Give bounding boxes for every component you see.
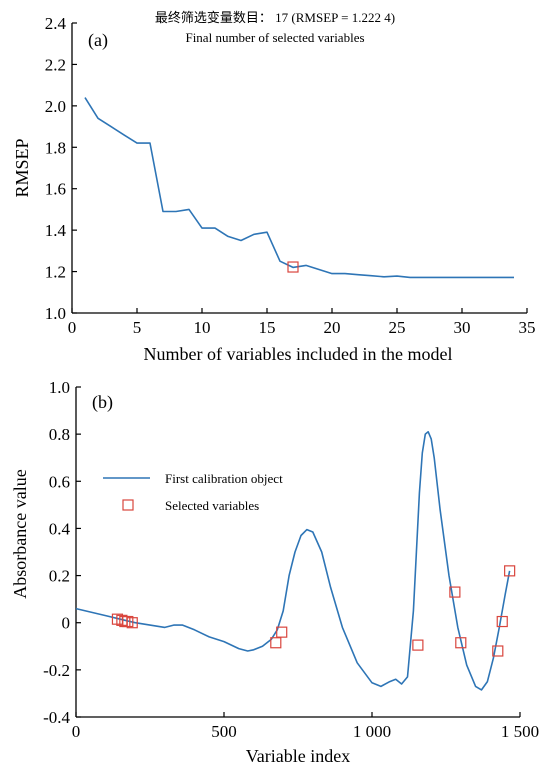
legend-line-label: First calibration object: [165, 471, 283, 486]
selected-variable-marker: [492, 645, 504, 657]
series-line: [75, 430, 511, 691]
selected-point-marker: [287, 261, 299, 273]
chart-a-plot-frame: [71, 23, 527, 314]
y-tick-label: 0.8: [49, 425, 70, 444]
y-tick-label: -0.2: [43, 661, 70, 680]
x-tick-label: 500: [211, 722, 237, 741]
y-tick-label: 0.4: [49, 519, 71, 538]
y-tick-label: 2.2: [45, 55, 66, 74]
x-tick-label: 1 500: [501, 722, 539, 741]
y-tick-label: 1.8: [45, 138, 66, 157]
chart-a-title: 最终筛选变量数目： 17 (RMSEP = 1.222 4): [155, 10, 395, 25]
chart-a-series: [84, 97, 514, 279]
y-tick-label: 1.2: [45, 263, 66, 282]
y-tick-label: 1.4: [45, 221, 67, 240]
panel-b-label: (b): [92, 392, 113, 413]
selected-variable-marker: [504, 565, 516, 577]
y-tick-label: 0.6: [49, 472, 70, 491]
x-tick-label: 15: [259, 318, 276, 337]
selected-variable-marker: [276, 626, 288, 638]
panel-a-label: (a): [88, 30, 108, 51]
chart-b-plot-frame: [75, 387, 520, 718]
chart-a-ylabel: RMSEP: [12, 138, 32, 197]
chart-a-xlabel: Number of variables included in the mode…: [144, 344, 453, 364]
x-tick-label: 1 000: [353, 722, 391, 741]
selected-variable-marker: [496, 615, 508, 628]
y-tick-label: 0.2: [49, 567, 70, 586]
y-tick-label: 2.0: [45, 97, 66, 116]
panel-a: 最终筛选变量数目： 17 (RMSEP = 1.222 4) Final num…: [12, 10, 536, 364]
x-tick-label: 35: [519, 318, 536, 337]
x-tick-label: 20: [324, 318, 341, 337]
y-tick-label: 1.0: [49, 378, 70, 397]
chart-a-y-ticks: 1.0 1.2 1.4 1.6 1.8 2.0 2.2 2.4: [45, 14, 77, 323]
x-tick-label: 5: [133, 318, 142, 337]
x-tick-label: 30: [454, 318, 471, 337]
y-tick-label: 2.4: [45, 14, 67, 33]
x-tick-label: 0: [68, 318, 77, 337]
chart-b-legend: First calibration object Selected variab…: [103, 471, 283, 513]
chart-b-y-ticks: -0.4 -0.2 0 0.2 0.4 0.6 0.8 1.0: [43, 378, 81, 727]
chart-a-x-ticks: 0 5 10 15 20 25 30 35: [68, 308, 536, 337]
x-tick-label: 10: [194, 318, 211, 337]
y-tick-label: 1.6: [45, 180, 66, 199]
chart-b-x-ticks: 0 500 1 000 1 500: [72, 712, 539, 741]
selected-variable-marker: [455, 637, 467, 649]
selected-variable-marker: [412, 639, 424, 651]
y-tick-label: 0: [62, 614, 71, 633]
legend-marker-swatch: [122, 499, 134, 511]
y-tick-label: -0.4: [43, 708, 70, 727]
x-tick-label: 0: [72, 722, 81, 741]
y-tick-label: 1.0: [45, 304, 66, 323]
selected-variable-marker: [449, 586, 461, 598]
series-line: [84, 97, 514, 279]
legend-marker-label: Selected variables: [165, 498, 259, 513]
chart-b-ylabel: Absorbance value: [10, 469, 30, 598]
panel-b: (b) Absorbance value Variable index 0 500…: [10, 378, 539, 766]
chart-a-subtitle: Final number of selected variables: [185, 30, 364, 45]
selected-variable-marker: [270, 637, 282, 649]
selected-variable-marker: [126, 617, 138, 629]
x-tick-label: 25: [389, 318, 406, 337]
chart-b-xlabel: Variable index: [246, 746, 350, 766]
chart-b-series: [75, 430, 516, 691]
